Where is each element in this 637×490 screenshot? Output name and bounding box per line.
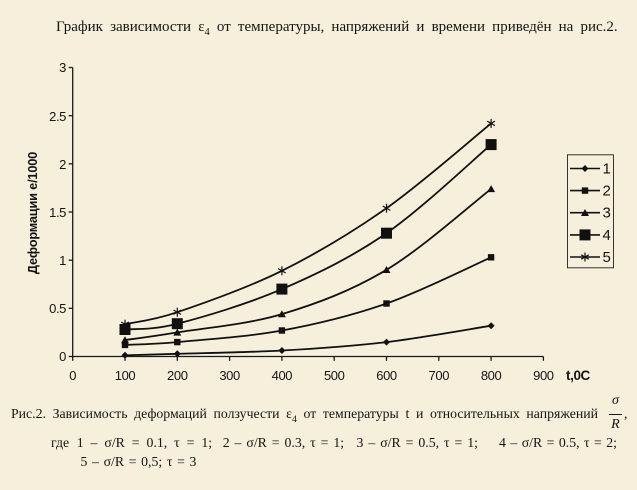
- svg-text:0.5: 0.5: [49, 301, 66, 316]
- svg-text:500: 500: [324, 368, 345, 383]
- svg-text:Деформации е/1000: Деформации е/1000: [25, 152, 40, 274]
- svg-text:0: 0: [69, 368, 76, 383]
- svg-text:2: 2: [603, 183, 611, 200]
- svg-text:400: 400: [272, 368, 293, 383]
- svg-text:700: 700: [429, 368, 450, 383]
- svg-text:1.5: 1.5: [49, 205, 66, 220]
- svg-text:4: 4: [603, 227, 611, 244]
- svg-text:600: 600: [376, 368, 397, 383]
- svg-text:5: 5: [603, 249, 611, 266]
- svg-text:2.5: 2.5: [49, 109, 66, 124]
- svg-text:t,0C: t,0C: [566, 368, 591, 383]
- svg-text:3: 3: [603, 205, 611, 222]
- svg-text:1: 1: [59, 253, 66, 268]
- svg-text:1: 1: [603, 161, 611, 178]
- svg-text:800: 800: [481, 368, 502, 383]
- svg-text:900: 900: [533, 368, 554, 383]
- svg-text:300: 300: [219, 368, 240, 383]
- svg-text:100: 100: [115, 368, 136, 383]
- svg-text:0: 0: [59, 349, 66, 364]
- svg-text:3: 3: [59, 60, 66, 75]
- svg-text:2: 2: [59, 157, 66, 172]
- svg-text:200: 200: [167, 368, 188, 383]
